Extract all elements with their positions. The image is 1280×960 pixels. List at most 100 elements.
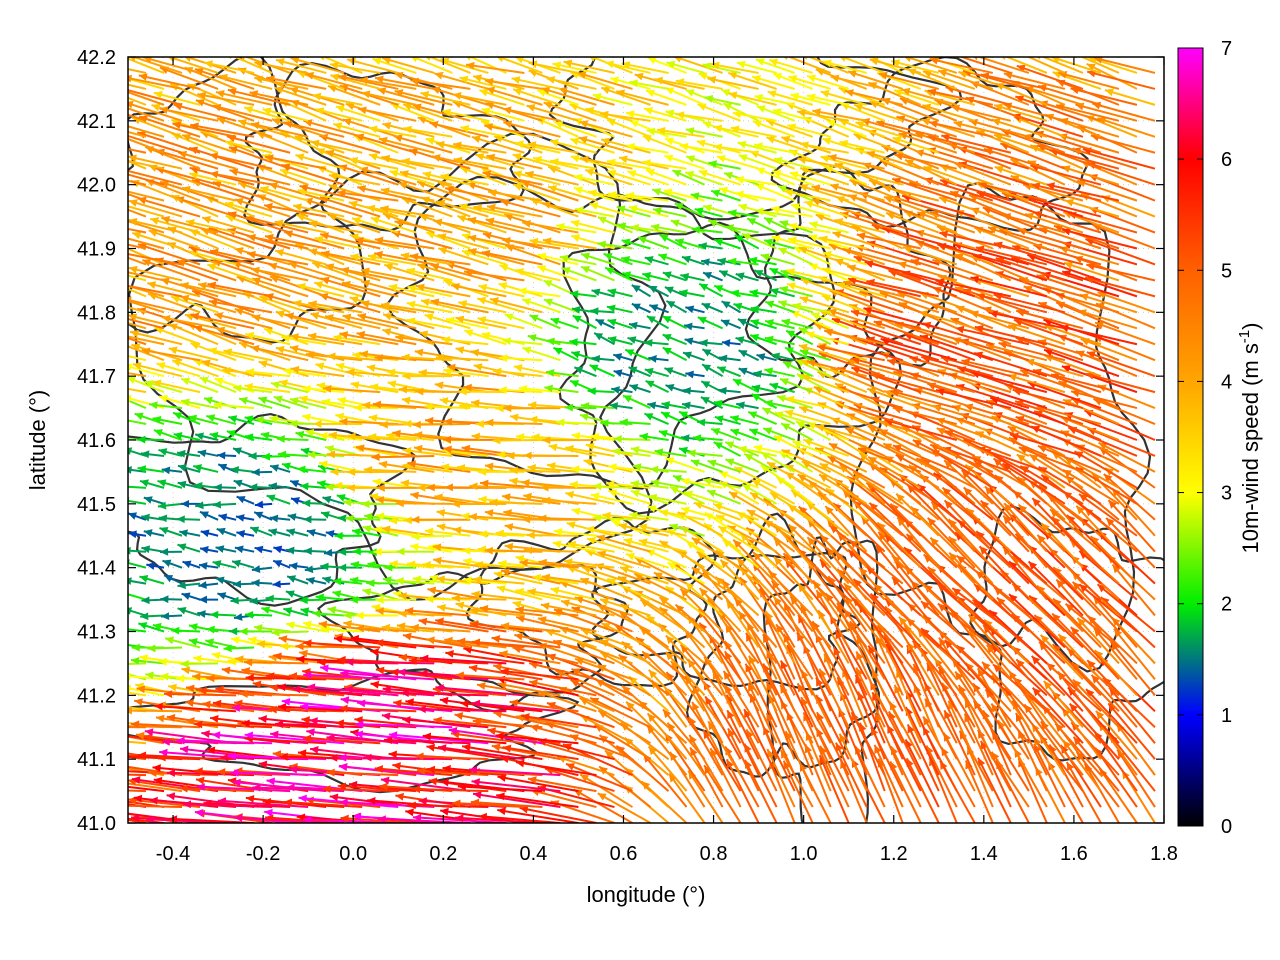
wind-arrow [128,790,129,792]
wind-arrow [703,764,742,823]
wind-arrow-head [703,730,711,740]
wind-arrow-head [135,731,145,740]
wind-arrow-head [258,715,267,723]
wind-arrow [1068,702,1120,760]
wind-arrow-head [1109,687,1118,697]
wind-arrow-head [211,731,221,740]
wind-arrow-shaft [426,768,507,777]
wind-arrow-shaft [642,753,688,808]
wind-arrow-shaft [747,682,778,744]
wind-arrow [765,681,796,744]
wind-arrow-head [234,814,243,822]
wind-arrow-head [894,684,902,694]
wind-arrow [565,762,633,793]
wind-arrow [684,675,724,728]
wind-arrow [302,734,381,745]
wind-arrow-shaft [128,549,147,553]
wind-arrow-head [412,785,421,794]
wind-arrow-head [565,763,575,771]
wind-arrow-shaft [625,701,670,744]
wind-arrow [128,423,129,425]
wind-arrow [128,614,129,616]
wind-arrow-shaft [128,804,183,809]
wind-arrow-head [159,748,168,757]
wind-arrow-head [94,736,102,744]
wind-arrow-shaft [800,696,832,760]
wind-arrow-head [388,731,398,740]
wind-arrow-head [688,770,697,780]
wind-arrow [520,713,597,729]
wind-arrow [515,759,597,777]
wind-arrow [407,801,489,810]
wind-arrow-shaft [426,745,507,761]
wind-arrow [194,720,273,729]
wind-arrow [230,768,327,777]
wind-arrow-head [329,753,338,762]
wind-arrow [1031,686,1084,744]
wind-arrow-head [448,727,458,735]
wind-arrow [128,806,129,808]
wind-arrow-head [685,676,693,685]
wind-arrow-shaft [519,806,597,823]
wind-arrow [707,720,742,776]
wind-arrow-shaft [1115,722,1156,776]
wind-arrow [448,727,543,745]
wind-arrow-shaft [1083,763,1120,823]
wind-arrow [687,770,724,823]
wind-arrow-shaft [128,598,129,600]
wind-arrow-head [283,798,293,807]
wind-arrow [1023,703,1066,760]
wind-arrow [647,745,688,792]
wind-arrow-head [179,784,188,793]
wind-arrow-shaft [991,730,1030,792]
wind-arrow [800,696,832,760]
terrain-contour-line [128,412,416,607]
wind-arrow [527,776,597,793]
wind-arrow-shaft [262,800,345,809]
wind-arrow-shaft [194,723,273,729]
wind-arrow-head [258,760,268,769]
wind-arrow-head [270,730,279,739]
wind-arrow-shaft [964,698,994,760]
wind-arrow-shaft [687,716,724,776]
wind-arrow-head [872,692,880,702]
wind-arrow-shaft [128,740,147,745]
wind-arrow-head [53,814,61,822]
wind-arrow-shaft [1108,686,1156,744]
wind-arrow-head [708,721,716,731]
wind-arrow-head [176,736,185,745]
wind-arrow [203,799,291,809]
wind-arrow-shaft [502,746,579,761]
wind-arrow-head [495,732,504,741]
wind-arrow-shaft [779,684,814,744]
wind-arrow-shaft [1116,749,1156,808]
wind-arrow-shaft [515,761,597,777]
wind-arrow [727,727,760,792]
wind-arrow [412,785,489,794]
wind-arrow [478,812,561,823]
wind-arrow-head [377,815,386,823]
wind-arrow-shaft [363,756,453,761]
wind-arrow [874,712,904,776]
wind-arrow [388,731,489,745]
wind-arrow-shaft [1042,704,1084,760]
wind-arrow-shaft [1095,710,1138,760]
wind-arrow-head [166,714,176,722]
wind-arrow [604,749,652,792]
wind-arrow-head [309,717,318,725]
wind-arrow-head [275,720,284,729]
wind-arrow-head [381,712,391,721]
wind-arrow [337,782,417,793]
wind-arrow [128,742,129,744]
wind-arrow-head [210,714,219,723]
wind-arrow-head [217,797,227,806]
wind-arrow [130,720,201,729]
wind-arrow [128,598,129,600]
wind-arrow-head [471,778,481,787]
wind-arrow [496,792,579,809]
wind-arrow-head [416,767,426,775]
wind-arrow-shaft [819,745,850,808]
wind-arrow-head [182,800,192,809]
wind-arrow-shaft [422,734,507,745]
wind-arrow-head [621,685,631,695]
